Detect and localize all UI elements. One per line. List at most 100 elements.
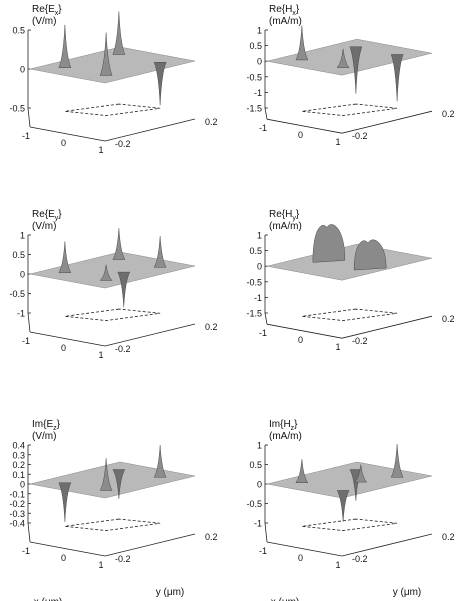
x-tick-label: -1 [22, 546, 30, 556]
title-close: } [57, 419, 61, 430]
y-tick-label: -0.2 [115, 344, 131, 354]
y-axis-line [341, 110, 433, 134]
field-ridge [353, 239, 387, 271]
y-tick-label: 0.2 [442, 109, 455, 119]
panel-re-ey: Re{Ey}(V/m) 1 0.5 0 -0.5 -1 -1 0 1 -0.2 0.2 [9, 209, 217, 360]
z-tick-label: -0.5 [9, 289, 25, 299]
title-main: Re{E [32, 209, 55, 220]
panel-im-ez: Im{Ez}(V/m)0.40.30.20.10-0.1-0.2-0.3-0.4… [9, 419, 217, 601]
z-tick-label: 0.3 [12, 450, 25, 460]
y-tick-label: -0.2 [115, 139, 131, 149]
waveguide-outline [64, 308, 161, 321]
panel-unit: (mA/m) [269, 16, 302, 27]
panel-re-ex: Re{Ex}(V/m) 0.5 0 -0.5 -1 0 1 -0.2 0.2 [9, 4, 217, 155]
waveguide-outline [301, 308, 398, 321]
y-axis-line [104, 323, 196, 347]
y-tick-label: 0.2 [205, 322, 218, 332]
title-subscript: y [55, 215, 59, 222]
z-tick-label: -0.5 [246, 277, 262, 287]
field-peak [336, 48, 350, 68]
x-tick-label: 1 [335, 137, 340, 147]
y-axis-label: y (μm) [393, 587, 422, 598]
x-axis-line [29, 541, 106, 557]
panel-title: Re{Ey} [32, 209, 62, 222]
z-tick-label: 1 [257, 441, 262, 451]
z-tick-label: -0.2 [9, 499, 25, 509]
field-dip [153, 62, 167, 106]
z-tick-label: 0.1 [12, 470, 25, 480]
x-tick-label: 1 [98, 145, 103, 155]
field-dip [58, 482, 72, 522]
title-main: Im{H [269, 419, 291, 430]
axis-connector [264, 107, 268, 120]
field-dip [390, 54, 404, 102]
x-tick-label: -1 [259, 328, 267, 338]
field-peak [295, 459, 309, 483]
x-tick-label: 0 [298, 335, 303, 345]
x-axis-line [266, 118, 343, 134]
x-tick-label: 0 [61, 138, 66, 148]
axis-connector [264, 312, 268, 325]
x-tick-label: 0 [298, 553, 303, 563]
waveguide-outline [64, 518, 161, 531]
field-peak [99, 264, 113, 281]
z-tick-label: 0.5 [249, 41, 262, 51]
title-main: Im{E [32, 419, 53, 430]
waveguide-outline [64, 103, 161, 116]
field-peak [390, 444, 404, 478]
panel-title: Re{Ex} [32, 4, 62, 17]
z-tick-label: 1 [257, 26, 262, 36]
title-main: Re{H [269, 209, 292, 220]
x-tick-label: -1 [259, 123, 267, 133]
z-tick-label: -0.1 [9, 489, 25, 499]
field-dip [112, 469, 126, 499]
z-tick-label: -0.4 [9, 519, 25, 529]
y-axis-line [341, 533, 433, 557]
x-axis-label: x (μm) [34, 597, 63, 601]
z-tick-label: 0 [20, 270, 25, 280]
y-tick-label: 0.2 [205, 532, 218, 542]
z-tick-label: 0 [20, 480, 25, 490]
axis-connector [27, 312, 31, 333]
field-peak [99, 32, 113, 76]
y-tick-label: -0.2 [352, 131, 368, 141]
x-tick-label: 1 [335, 342, 340, 352]
field-peak [99, 458, 113, 491]
z-tick-label: -1 [17, 309, 25, 319]
x-tick-label: 1 [98, 560, 103, 570]
x-axis-label: x (μm) [271, 597, 300, 601]
field-peak [153, 445, 167, 478]
panel-title: Im{Ez} [32, 419, 61, 432]
title-subscript: x [55, 10, 59, 17]
waveguide-outline [301, 103, 398, 116]
panel-re-hy: Re{Hy}(mA/m) 1 0.5 0 -0.5 -1 -1.5 -1 0 1 -0.2 0.2 [246, 209, 454, 352]
x-tick-label: -1 [22, 131, 30, 141]
title-subscript: x [292, 10, 296, 17]
field-peak [354, 464, 368, 483]
y-axis-line [104, 533, 196, 557]
y-tick-label: -0.2 [352, 554, 368, 564]
panel-im-hz: Im{Hz}(mA/m) 1 0.5 0 -0.5 -1 -1 0 1 -0.2 0.2 x (μm)… [246, 419, 454, 601]
field-peak [153, 236, 167, 268]
z-tick-label: -0.5 [246, 499, 262, 509]
panel-unit: (V/m) [32, 16, 56, 27]
title-main: Re{E [32, 4, 55, 15]
z-tick-label: 1 [257, 231, 262, 241]
x-tick-label: 1 [98, 350, 103, 360]
field-dip [349, 46, 363, 94]
x-axis-line [29, 331, 106, 347]
panel-unit: (mA/m) [269, 221, 302, 232]
surface-plane [29, 461, 196, 499]
y-axis-line [104, 118, 196, 142]
x-axis-line [266, 541, 343, 557]
x-tick-label: 0 [61, 553, 66, 563]
x-tick-label: 1 [335, 560, 340, 570]
z-tick-label: -1.5 [246, 104, 262, 114]
x-tick-label: 0 [298, 130, 303, 140]
title-close: } [58, 4, 62, 15]
z-tick-label: 0 [20, 65, 25, 75]
x-tick-label: 0 [61, 343, 66, 353]
y-axis-label: y (μm) [156, 587, 185, 598]
z-tick-label: -1 [254, 519, 262, 529]
z-tick-label: 0.5 [249, 460, 262, 470]
